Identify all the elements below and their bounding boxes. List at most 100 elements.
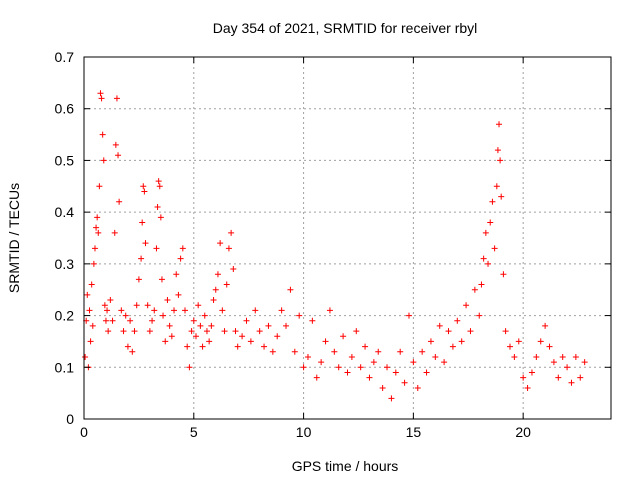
data-point bbox=[449, 343, 456, 350]
data-point bbox=[405, 312, 412, 319]
data-point bbox=[494, 147, 501, 154]
data-point bbox=[186, 364, 193, 371]
data-point bbox=[89, 322, 96, 329]
data-point bbox=[581, 359, 588, 366]
data-point bbox=[151, 307, 158, 314]
data-points bbox=[82, 90, 588, 402]
data-point bbox=[146, 328, 153, 335]
data-point bbox=[335, 364, 342, 371]
data-point bbox=[82, 353, 89, 360]
data-point bbox=[388, 395, 395, 402]
data-point bbox=[528, 369, 535, 376]
plot-frame bbox=[83, 56, 612, 420]
y-axis-label: SRMTID / TECUs bbox=[6, 183, 22, 293]
data-point bbox=[491, 245, 498, 252]
data-point bbox=[96, 183, 103, 190]
data-point bbox=[274, 333, 281, 340]
data-point bbox=[313, 374, 320, 381]
x-tick-label: 10 bbox=[296, 424, 312, 440]
data-point bbox=[228, 229, 235, 236]
data-point bbox=[493, 183, 500, 190]
data-point bbox=[120, 328, 127, 335]
data-point bbox=[348, 353, 355, 360]
data-point bbox=[506, 343, 513, 350]
data-point bbox=[118, 307, 125, 314]
data-point bbox=[206, 338, 213, 345]
data-point bbox=[485, 260, 492, 267]
data-point bbox=[111, 229, 118, 236]
data-point bbox=[87, 338, 94, 345]
data-point bbox=[247, 338, 254, 345]
data-point bbox=[129, 348, 136, 355]
data-point bbox=[261, 343, 268, 350]
data-point bbox=[353, 328, 360, 335]
data-point bbox=[140, 183, 147, 190]
data-point bbox=[210, 297, 217, 304]
data-point bbox=[104, 307, 111, 314]
data-point bbox=[287, 286, 294, 293]
data-point bbox=[142, 240, 149, 247]
data-point bbox=[84, 291, 91, 298]
data-point bbox=[107, 297, 114, 304]
x-tick-label: 0 bbox=[80, 424, 88, 440]
data-point bbox=[131, 328, 138, 335]
data-point bbox=[344, 369, 351, 376]
data-point bbox=[175, 291, 182, 298]
data-point bbox=[419, 348, 426, 355]
data-point bbox=[164, 297, 171, 304]
data-point bbox=[555, 374, 562, 381]
data-point bbox=[300, 364, 307, 371]
data-point bbox=[515, 338, 522, 345]
data-point bbox=[90, 260, 97, 267]
data-point bbox=[559, 353, 566, 360]
data-point bbox=[124, 343, 131, 350]
data-point bbox=[564, 364, 571, 371]
data-point bbox=[478, 281, 485, 288]
data-point bbox=[502, 328, 509, 335]
data-point bbox=[98, 95, 105, 102]
data-point bbox=[112, 141, 119, 148]
data-point bbox=[520, 374, 527, 381]
data-point bbox=[179, 245, 186, 252]
data-point bbox=[500, 271, 507, 278]
data-point bbox=[283, 322, 290, 329]
data-point bbox=[192, 333, 199, 340]
data-point bbox=[232, 328, 239, 335]
data-point bbox=[95, 229, 102, 236]
data-point bbox=[471, 286, 478, 293]
data-point bbox=[379, 384, 386, 391]
data-point bbox=[454, 317, 461, 324]
data-point bbox=[256, 328, 263, 335]
data-point bbox=[524, 384, 531, 391]
data-point bbox=[568, 379, 575, 386]
data-point bbox=[537, 338, 544, 345]
data-point bbox=[441, 359, 448, 366]
data-point bbox=[141, 188, 148, 195]
data-point bbox=[102, 317, 109, 324]
data-point bbox=[122, 312, 129, 319]
data-point bbox=[203, 328, 210, 335]
data-point bbox=[199, 343, 206, 350]
data-point bbox=[410, 359, 417, 366]
data-point bbox=[214, 271, 221, 278]
x-tick-label: 15 bbox=[406, 424, 422, 440]
y-tick-label: 0.7 bbox=[55, 49, 75, 65]
data-point bbox=[252, 307, 259, 314]
data-point bbox=[414, 384, 421, 391]
data-point bbox=[219, 307, 226, 314]
data-point bbox=[392, 369, 399, 376]
axis-ticks: 0 5 10 15 20 0 0.1 0.2 0.3 0.4 0.5 0.6 0.7 bbox=[55, 49, 611, 440]
data-point bbox=[208, 322, 215, 329]
data-point bbox=[195, 302, 202, 309]
data-point bbox=[243, 317, 250, 324]
data-point bbox=[370, 359, 377, 366]
grid-lines bbox=[84, 57, 611, 419]
data-point bbox=[497, 157, 504, 164]
data-point bbox=[88, 281, 95, 288]
data-point bbox=[223, 281, 230, 288]
data-point bbox=[436, 322, 443, 329]
data-point bbox=[177, 255, 184, 262]
data-point bbox=[423, 369, 430, 376]
data-point bbox=[109, 317, 116, 324]
